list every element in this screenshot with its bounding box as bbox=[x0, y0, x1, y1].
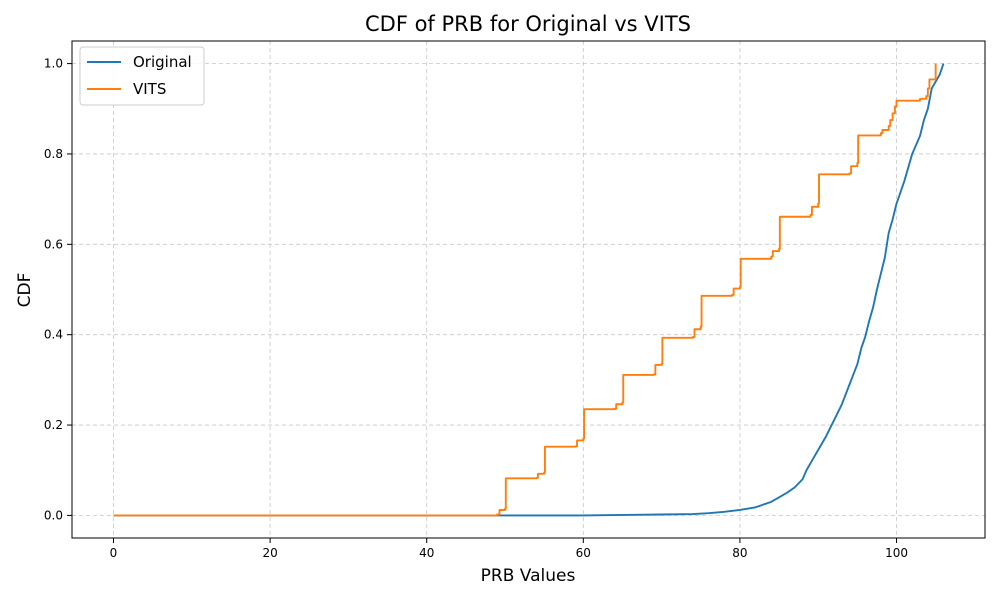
tick-layer: 0 20 40 60 80 100 0.0 0.2 0.4 0.6 0.8 1.0 bbox=[44, 57, 908, 560]
x-tick-label: 80 bbox=[732, 546, 747, 560]
y-tick-label: 0.0 bbox=[44, 508, 63, 522]
series-line-vits bbox=[113, 63, 937, 517]
legend-label-original: Original bbox=[133, 53, 192, 71]
y-tick-label: 1.0 bbox=[44, 57, 63, 71]
y-tick-label: 0.6 bbox=[44, 237, 63, 251]
y-axis-label: CDF bbox=[15, 273, 35, 308]
x-tick-label: 100 bbox=[885, 546, 908, 560]
x-tick-label: 60 bbox=[576, 546, 591, 560]
grid-layer bbox=[72, 41, 985, 538]
y-tick-label: 0.4 bbox=[44, 328, 63, 342]
legend-label-vits: VITS bbox=[133, 80, 166, 98]
x-tick-label: 0 bbox=[110, 546, 118, 560]
x-tick-label: 40 bbox=[419, 546, 434, 560]
y-tick-label: 0.8 bbox=[44, 147, 63, 161]
x-tick-label: 20 bbox=[262, 546, 277, 560]
series-layer bbox=[113, 63, 945, 517]
y-tick-label: 0.2 bbox=[44, 418, 63, 432]
plot-frame bbox=[71, 40, 986, 539]
chart-title: CDF of PRB for Original vs VITS bbox=[365, 12, 691, 36]
legend: Original VITS bbox=[79, 46, 205, 106]
x-axis-label: PRB Values bbox=[481, 566, 576, 586]
series-line-original bbox=[113, 63, 945, 517]
